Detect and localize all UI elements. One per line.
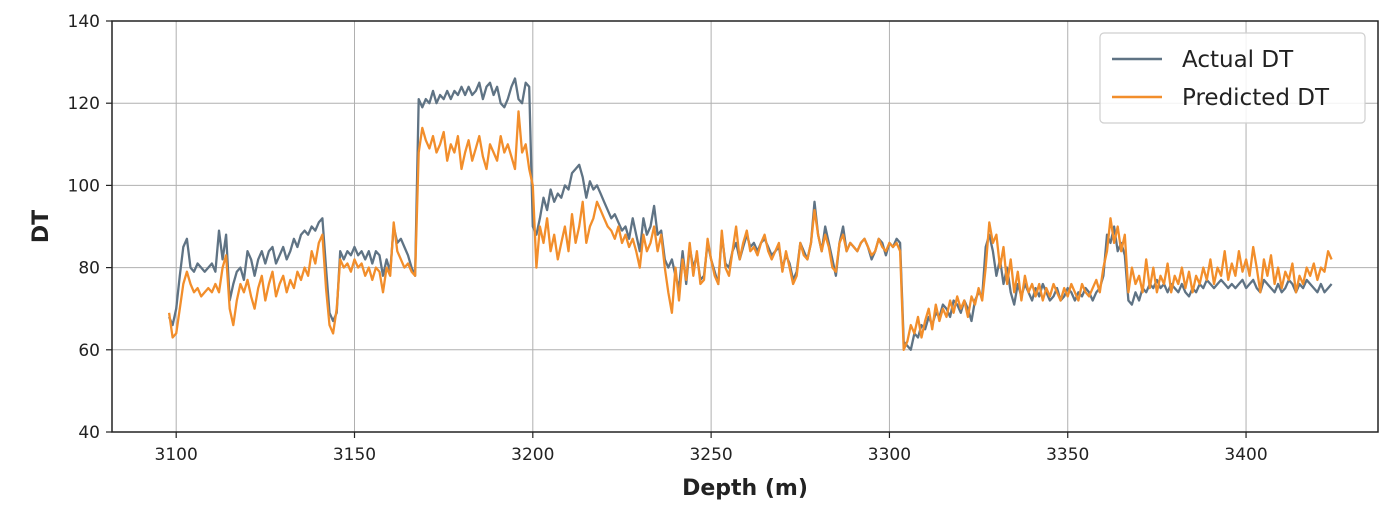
legend-label-actual-dt: Actual DT xyxy=(1182,47,1294,73)
y-tick-label-140: 140 xyxy=(68,12,100,32)
series-lines xyxy=(167,77,1333,351)
legend-label-predicted-dt: Predicted DT xyxy=(1182,85,1330,111)
y-tick-label-120: 120 xyxy=(68,94,100,114)
axis-ticks: 3100 3150 3200 3250 3300 3350 3400 40 60 80 100 120… xyxy=(68,12,1268,465)
y-axis-label: DT xyxy=(29,210,54,243)
x-tick-label-3250: 3250 xyxy=(689,445,732,465)
x-tick-label-3300: 3300 xyxy=(868,445,911,465)
series-line-predicted-dt xyxy=(167,110,1333,351)
legend: Actual DT Predicted DT xyxy=(1099,32,1366,124)
y-tick-label-100: 100 xyxy=(68,176,100,196)
y-tick-label-40: 40 xyxy=(78,423,100,443)
x-axis-label: Depth (m) xyxy=(682,476,808,501)
x-tick-label-3100: 3100 xyxy=(155,445,198,465)
legend-box xyxy=(1099,32,1366,124)
y-tick-label-60: 60 xyxy=(78,341,100,361)
y-tick-label-80: 80 xyxy=(78,259,100,279)
x-tick-label-3400: 3400 xyxy=(1224,445,1267,465)
x-tick-label-3350: 3350 xyxy=(1046,445,1089,465)
x-tick-label-3150: 3150 xyxy=(333,445,376,465)
x-tick-label-3200: 3200 xyxy=(511,445,554,465)
plot-frame xyxy=(111,20,1379,433)
